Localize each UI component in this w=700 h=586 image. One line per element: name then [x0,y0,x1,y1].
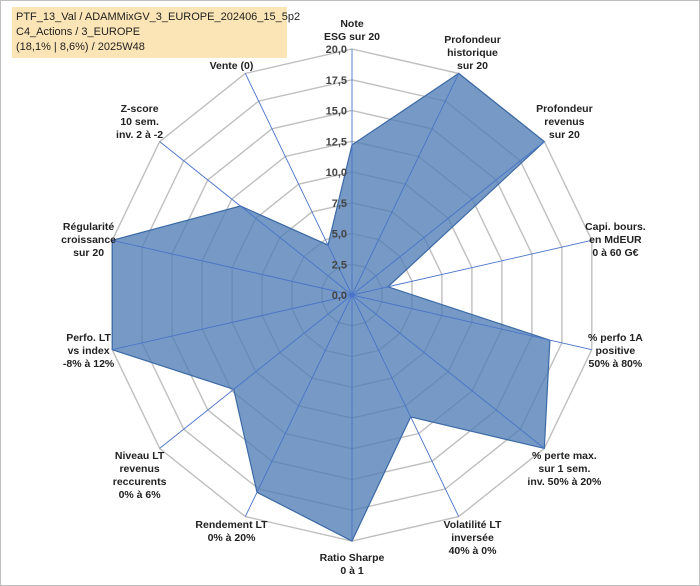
tick-label-0: 0,0 [332,290,347,302]
spoke-9 [159,294,353,449]
axis-label-8: Rendement LT0% à 20% [195,519,268,544]
spoke-6 [351,294,460,517]
axis-label-9-line-1: revenus [119,463,159,475]
axis-label-1-line-2: sur 20 [457,60,488,72]
axis-label-9-line-2: reccurents [113,476,167,488]
tick-label-8: 20,0 [326,44,347,56]
axis-label-7-line-0: Ratio Sharpe [320,552,385,564]
spoke-4 [351,294,592,351]
spoke-3 [351,239,592,296]
tick-label-4: 10,0 [326,167,347,179]
spoke-11 [112,239,353,296]
tick-label-3: 7,5 [332,198,347,210]
spoke-13 [244,73,353,296]
axis-label-4-line-1: positive [596,345,636,357]
tick-label-2: 5,0 [332,229,347,241]
axis-label-12-line-1: 10 sem. [120,116,159,128]
axis-label-13-line-2: Vente (0) [210,60,254,72]
spoke-2 [351,141,545,296]
axis-label-12-line-0: Z-score [121,103,159,115]
axis-label-12-line-2: inv. 2 à -2 [116,129,163,141]
tick-label-5: 12,5 [326,136,347,148]
axis-label-7-line-1: 0 à 1 [340,565,364,577]
tick-label-1: 2,5 [332,259,347,271]
axis-label-5: % perte max.sur 1 sem.inv. 50% à 20% [527,450,602,488]
axis-label-2-line-1: revenus [544,116,584,128]
axis-label-10-line-1: vs index [68,345,110,357]
axis-label-4-line-2: 50% à 80% [589,358,643,370]
axis-label-1-line-1: historique [447,47,498,59]
axis-label-10-line-2: -8% à 12% [63,358,115,370]
radar-tick-labels: 0,0 2,5 5,0 7,5 10,0 12,5 15,0 17,5 20,0 [326,44,347,302]
axis-label-3-line-0: Capi. bours. [585,221,646,233]
axis-label-5-line-2: inv. 50% à 20% [527,476,602,488]
axis-label-6-line-2: 40% à 0% [449,545,498,557]
axis-label-4-line-0: % perfo 1A [588,332,643,344]
chart-title-box: PTF_13_Val / ADAMMixGV_3_EUROPE_202406_1… [12,7,301,58]
radar-spoke-lines [112,49,592,541]
axis-label-11-line-1: croissance [61,234,116,246]
spoke-1 [351,73,460,296]
axis-label-5-line-0: % perte max. [532,450,597,462]
axis-label-6-line-0: Volatilité LT [444,519,503,531]
axis-label-8-line-1: 0% à 20% [208,532,257,544]
spoke-5 [351,294,545,449]
axis-label-3-line-2: 0 à 60 G€ [592,247,638,259]
title-line-3: (18,1% | 8,6%) / 2025W48 [16,41,145,53]
axis-label-9-line-3: 0% à 6% [119,489,162,501]
axis-label-2-line-0: Profondeur [536,103,593,115]
axis-label-5-line-1: sur 1 sem. [538,463,590,475]
spoke-12 [159,141,353,296]
axis-label-9-line-0: Niveau LT [115,450,165,462]
axis-label-6-line-1: inversée [451,532,494,544]
title-line-2: C4_Actions / 3_EUROPE [16,26,141,38]
axis-label-0-line-0: Note [340,18,363,30]
axis-label-10-line-0: Perfo. LT [66,332,111,344]
axis-label-0-line-1: ESG sur 20 [324,31,380,43]
tick-label-7: 17,5 [326,75,347,87]
axis-label-11-line-0: Régularité [63,221,115,233]
spoke-8 [244,294,353,517]
spoke-10 [112,294,353,351]
axis-label-8-line-0: Rendement LT [195,519,268,531]
axis-label-11-line-2: sur 20 [73,247,104,259]
axis-label-2-line-2: sur 20 [549,129,580,141]
axis-label-3-line-1: en MdEUR [589,234,642,246]
title-line-1: PTF_13_Val / ADAMMixGV_3_EUROPE_202406_1… [16,11,301,23]
axis-label-1-line-0: Profondeur [444,34,501,46]
tick-label-6: 15,0 [326,106,347,118]
